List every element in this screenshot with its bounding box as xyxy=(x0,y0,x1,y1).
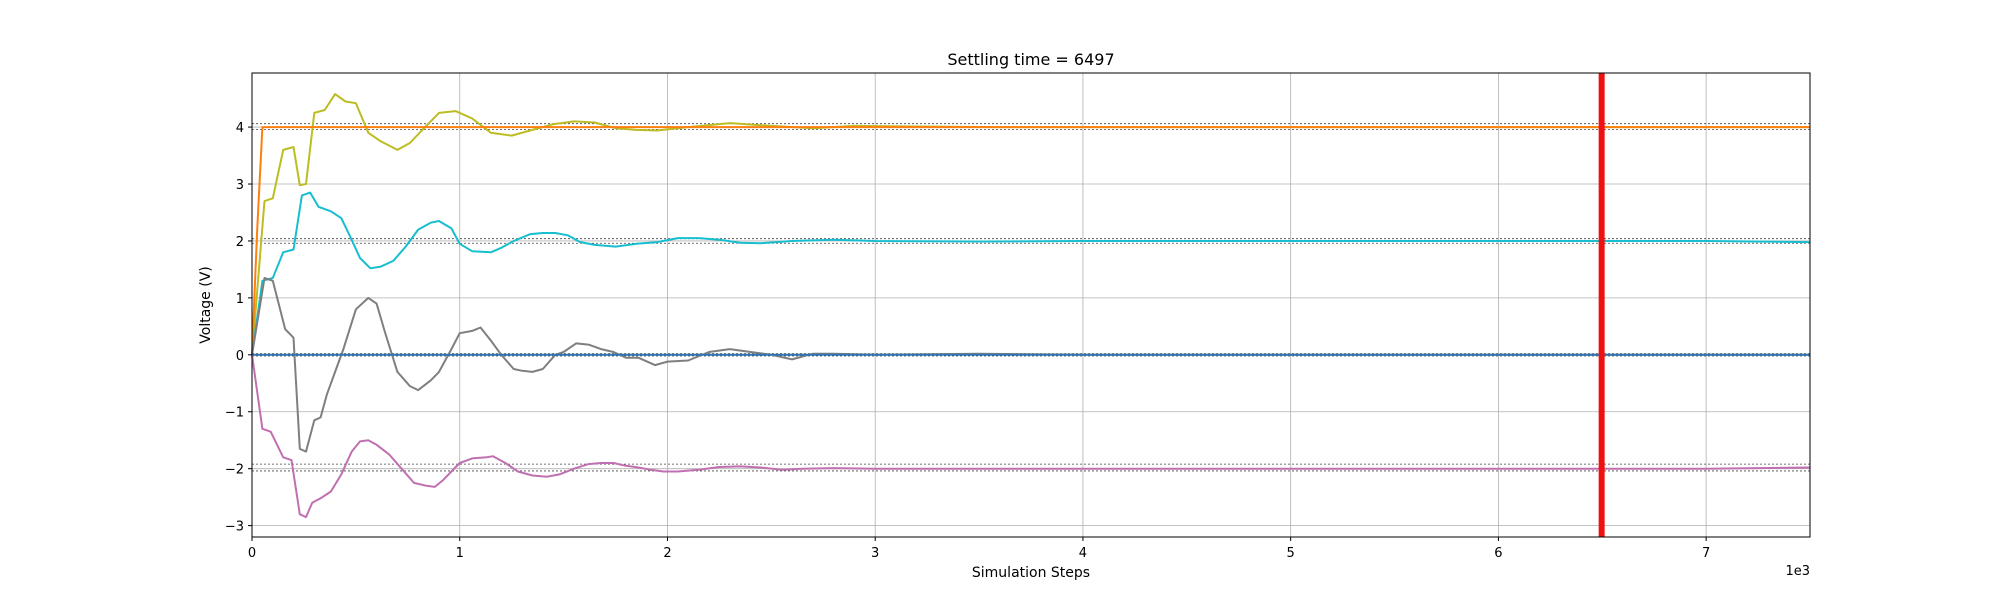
x-axis-offset-text: 1e3 xyxy=(1785,564,1810,579)
x-tick-label: 7 xyxy=(1702,546,1710,561)
x-tick-label: 0 xyxy=(248,546,256,561)
x-tick-label: 4 xyxy=(1079,546,1087,561)
y-tick-label: −1 xyxy=(225,406,244,421)
y-axis-ticks: −3 −2 −1 0 1 2 3 4 xyxy=(225,121,252,535)
y-tick-label: 2 xyxy=(236,235,244,250)
x-tick-label: 1 xyxy=(456,546,464,561)
y-axis-label: Voltage (V) xyxy=(198,266,214,343)
series-line-5 xyxy=(251,354,1811,519)
series-line-3 xyxy=(251,277,1810,453)
series-line-2 xyxy=(251,191,1811,355)
y-tick-label: 1 xyxy=(236,292,244,307)
y-tick-label: −2 xyxy=(225,463,244,478)
chart-title: Settling time = 6497 xyxy=(947,50,1114,69)
x-axis-ticks: 0 1 2 3 4 5 6 7 xyxy=(248,537,1710,561)
y-tick-label: 3 xyxy=(236,178,244,193)
y-tick-label: 0 xyxy=(236,349,244,364)
x-tick-label: 2 xyxy=(663,546,671,561)
series-line-1 xyxy=(251,126,1810,355)
x-axis-label: Simulation Steps xyxy=(972,565,1090,581)
x-tick-label: 5 xyxy=(1287,546,1295,561)
x-tick-label: 3 xyxy=(871,546,879,561)
y-tick-label: −3 xyxy=(225,520,244,535)
plot-frame xyxy=(251,72,1811,538)
x-tick-label: 6 xyxy=(1494,546,1502,561)
series-lines xyxy=(251,93,1811,519)
y-tick-label: 4 xyxy=(236,121,244,136)
